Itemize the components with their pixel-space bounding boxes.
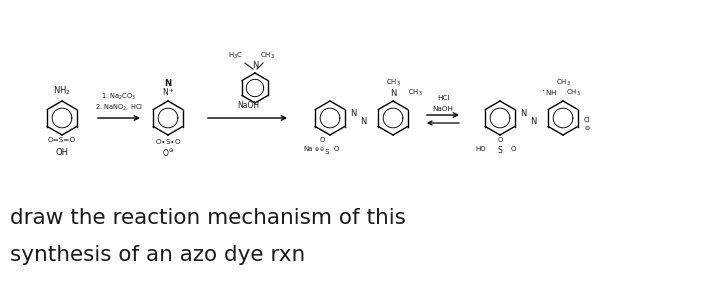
Text: NaOH: NaOH (433, 106, 454, 112)
Text: N: N (390, 89, 396, 98)
Text: N: N (530, 117, 536, 126)
Text: NaOH: NaOH (237, 101, 259, 110)
Text: Cl: Cl (584, 117, 590, 123)
Text: $^{\oplus\ominus}$S: $^{\oplus\ominus}$S (314, 146, 330, 157)
Text: N: N (360, 117, 366, 126)
Text: CH$_3$: CH$_3$ (260, 51, 275, 61)
Text: O: O (498, 137, 503, 143)
Text: synthesis of an azo dye rxn: synthesis of an azo dye rxn (10, 245, 305, 265)
Text: NH$_2$: NH$_2$ (53, 85, 71, 97)
Text: CH$_3$: CH$_3$ (566, 88, 581, 98)
Text: Na: Na (303, 146, 312, 152)
Text: O=S=O: O=S=O (48, 137, 76, 143)
Text: HO: HO (475, 146, 486, 152)
Text: O$\bullet$S$\bullet$O: O$\bullet$S$\bullet$O (155, 137, 181, 146)
Text: CH$_3$: CH$_3$ (385, 78, 400, 88)
Text: HCl: HCl (437, 95, 449, 101)
Text: 1. Na$_2$CO$_3$: 1. Na$_2$CO$_3$ (102, 92, 137, 102)
Text: 2. NaNO$_2$, HCl: 2. NaNO$_2$, HCl (95, 103, 143, 113)
Text: CH$_3$: CH$_3$ (556, 78, 570, 88)
Text: O: O (333, 146, 338, 152)
Text: O: O (319, 137, 325, 143)
Text: N: N (520, 110, 526, 119)
Text: N$^+$: N$^+$ (161, 86, 174, 98)
Text: O: O (511, 146, 516, 152)
Text: draw the reaction mechanism of this: draw the reaction mechanism of this (10, 208, 406, 228)
Text: N: N (252, 61, 258, 70)
Text: O$^{\ominus}$: O$^{\ominus}$ (162, 148, 174, 159)
Text: CH$_3$: CH$_3$ (408, 88, 423, 98)
Text: N: N (350, 110, 356, 119)
Text: N: N (164, 79, 171, 88)
Text: $\ominus$: $\ominus$ (584, 124, 590, 132)
Text: $^\bullet$NH: $^\bullet$NH (540, 89, 557, 98)
Text: OH: OH (55, 148, 68, 157)
Text: H$_3$C: H$_3$C (228, 51, 243, 61)
Text: S: S (498, 146, 503, 155)
